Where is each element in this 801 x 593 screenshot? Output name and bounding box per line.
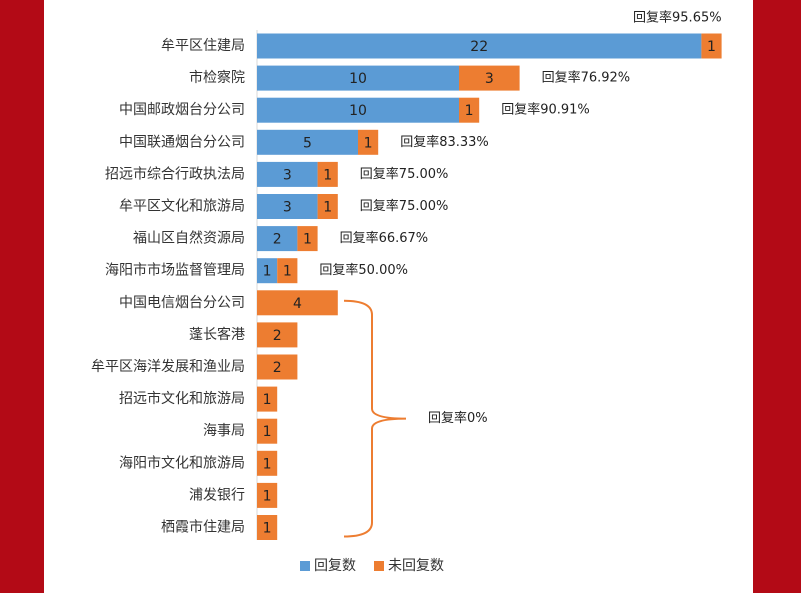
bar-unreplied [257,322,298,348]
bar-replied [257,258,278,284]
bar-unreplied [297,226,318,252]
category-label: 海阳市文化和旅游局 [119,454,245,471]
bar-unreplied [257,386,278,412]
reply-rate-label: 回复率95.65% [633,10,722,26]
reply-rate-label: 回复率66.67% [340,230,429,246]
bar-unreplied [317,194,338,219]
legend-label-replied: 回复数 [314,557,356,574]
bar-value-label: 10 [349,71,367,87]
bar-value-label: 5 [303,135,312,151]
bar-unreplied [358,129,379,155]
bar-value-label: 1 [323,167,332,183]
reply-rate-label: 回复率75.00% [360,166,449,182]
bar-value-label: 1 [263,424,272,440]
reply-rate-label: 回复率83.33% [400,134,489,150]
category-label: 中国联通烟台分公司 [119,134,245,150]
bar-unreplied [317,161,338,187]
bar-replied [257,33,702,59]
bar-unreplied [257,418,278,444]
category-label: 海事局 [203,423,245,439]
category-label: 中国邮政烟台分公司 [119,102,245,118]
bar-value-label: 10 [349,103,367,119]
bar-replied [257,129,358,155]
category-label: 福山区自然资源局 [133,230,245,247]
chart: 牟平区住建局市检察院中国邮政烟台分公司中国联通烟台分公司招远市综合行政执法局牟平… [91,10,722,574]
bar-value-label: 1 [263,264,272,280]
bar-replied [257,226,298,252]
bar-value-label: 1 [283,264,292,280]
zero-rate-bracket [343,299,407,538]
category-label: 栖霞市住建局 [161,519,245,536]
legend-swatch-unreplied [374,561,384,571]
bar-value-label: 1 [465,103,474,119]
legend-label-unreplied: 未回复数 [388,557,444,574]
bar-unreplied [701,33,722,59]
bar-value-label: 1 [263,392,272,408]
bar-replied [257,194,318,219]
reply-rate-label: 回复率50.00% [319,262,408,278]
category-label: 招远市文化和旅游局 [119,390,245,407]
category-label: 牟平区文化和旅游局 [119,199,245,215]
bar-value-label: 2 [273,328,282,344]
bar-unreplied [257,450,278,476]
bar-unreplied [459,97,480,123]
bar-value-label: 3 [485,71,494,87]
bar-value-label: 22 [470,39,488,55]
category-label: 牟平区海洋发展和渔业局 [91,359,245,375]
bar-unreplied [277,258,298,284]
bar-value-label: 1 [323,200,332,216]
bar-value-label: 1 [263,521,272,537]
category-label: 中国电信烟台分公司 [119,295,245,311]
bar-unreplied [257,482,278,508]
bar-value-label: 3 [283,167,292,183]
bar-unreplied [257,354,298,380]
category-label: 浦发银行 [189,487,245,503]
reply-rate-label: 回复率76.92% [542,70,631,86]
zero-rate-label: 回复率0% [428,410,488,426]
bar-replied [257,97,459,123]
bar-unreplied [257,290,338,316]
bar-value-label: 1 [263,488,272,504]
bar-value-label: 1 [364,135,373,151]
bar-replied [257,65,459,91]
bar-value-label: 3 [283,200,292,216]
bar-unreplied [459,65,520,91]
chart-frame: 牟平区住建局市检察院中国邮政烟台分公司 中国联通烟台分公司招远市综合行政执法局牟平… [44,0,753,593]
category-label: 招远市综合行政执法局 [105,165,245,182]
bar-value-label: 1 [707,39,716,55]
reply-rate-label: 回复率75.00% [360,198,449,214]
bar-value-label: 2 [273,232,282,248]
category-label: 牟平区住建局 [161,38,245,54]
category-label: 海阳市市场监督管理局 [105,262,245,279]
category-label: 蓬长客港 [189,326,245,343]
bar-value-label: 2 [273,360,282,376]
bar-value-label: 4 [293,296,302,312]
category-label: 市检察院 [189,69,245,86]
legend-swatch-replied [300,561,310,571]
bar-value-label: 1 [263,456,272,472]
reply-rate-label: 回复率90.91% [501,102,590,118]
bar-unreplied [257,515,278,540]
bar-replied [257,161,318,187]
bar-value-label: 1 [303,232,312,248]
